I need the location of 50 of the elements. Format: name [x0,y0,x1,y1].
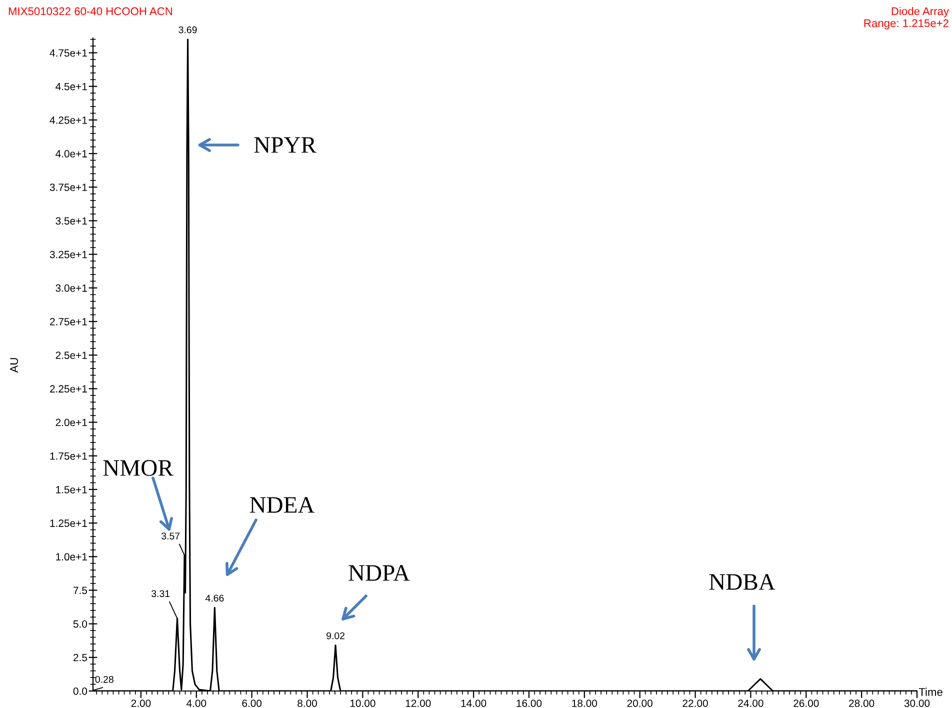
x-tick-label: 14.00 [461,700,486,707]
x-tick-label: 26.00 [794,700,819,707]
annotation: 3.31 [152,590,170,598]
annotation: 3.57 [161,532,180,540]
annotation: NMOR [103,460,174,476]
y-tick-label: 3.75e+1 [50,184,87,192]
y-tick-label: 2.5 [73,654,88,662]
x-tick-label: 6.00 [242,700,262,707]
x-tick-label: 4.00 [186,700,206,707]
x-tick-label: 24.00 [738,700,764,707]
annotation: 0.28 [95,676,114,683]
y-tick-label: 4.5e+1 [56,82,87,90]
x-tick-label: 30.00 [904,700,930,707]
annotation: NDEA [250,497,315,513]
y-tick-label: 4.25e+1 [50,116,87,124]
y-tick-label: 2.75e+1 [50,318,87,326]
y-tick-label: 5.0 [73,620,88,628]
y-tick-label: 1.0e+1 [56,553,87,561]
x-axis-title: Time [918,688,942,696]
y-tick-label: 3.0e+1 [56,284,87,292]
annotation: NPYR [254,137,316,153]
y-axis-title: AU [10,358,18,373]
x-tick-label: 8.00 [298,700,317,707]
x-tick-label: 20.00 [627,700,652,707]
x-tick-label: 12.00 [406,700,431,707]
text: Diode Array Range: 1.215e+2 [864,7,949,30]
annotation: 9.02 [326,632,344,640]
annotation: NDPA [348,565,410,581]
x-tick-label: 18.00 [572,700,598,707]
y-tick-label: 0.0 [73,688,88,695]
x-tick-label: 2.00 [131,700,151,707]
x-tick-label: 28.00 [849,700,874,707]
chart-title: MIX5010322 60-40 HCOOH ACN [8,7,172,16]
y-tick-label: 3.25e+1 [50,250,87,258]
y-tick-label: 7.5 [74,586,88,594]
y-tick-label: 2.25e+1 [50,385,87,393]
y-tick-label: 2.0e+1 [56,418,87,426]
annotation: 4.66 [205,594,224,602]
annotation: NDBA [709,574,776,590]
x-tick-label: 22.00 [682,700,708,707]
x-tick-label: 10.00 [350,700,376,707]
y-tick-label: 1.5e+1 [56,486,87,494]
y-tick-label: 4.0e+1 [56,150,87,158]
x-tick-label: 16.00 [516,700,542,707]
y-tick-label: 4.75e+1 [50,49,87,57]
y-tick-label: 1.25e+1 [50,520,87,527]
y-tick-label: 1.75e+1 [50,452,87,460]
y-tick-label: 3.5e+1 [56,217,87,225]
annotation: 3.69 [178,26,197,34]
y-tick-label: 2.5e+1 [56,352,87,359]
